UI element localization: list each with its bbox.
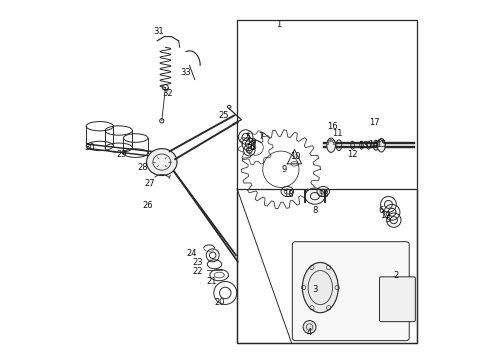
Text: 24: 24 [187,249,197,258]
Bar [237,21,417,343]
Text: 20: 20 [215,298,225,307]
Text: 26: 26 [142,201,153,210]
Text: 18: 18 [318,190,329,199]
Text: 5: 5 [245,133,250,142]
Text: 14: 14 [368,140,379,149]
Text: 30: 30 [85,143,96,152]
Text: 19: 19 [246,138,256,147]
Text: 31: 31 [154,27,164,36]
Text: 27: 27 [145,179,155,188]
Text: 29: 29 [116,150,126,159]
Text: 13: 13 [358,141,368,150]
Text: 25: 25 [218,111,229,120]
Text: 3: 3 [312,285,318,294]
Text: 2: 2 [393,270,398,279]
Text: 7: 7 [258,132,264,141]
Text: 4: 4 [307,328,312,337]
Text: 22: 22 [193,267,203,276]
Text: 19: 19 [380,211,391,220]
Text: 33: 33 [180,68,191,77]
Text: 23: 23 [193,258,203,267]
Circle shape [303,320,316,333]
FancyBboxPatch shape [379,277,416,321]
Text: 9: 9 [282,165,287,174]
Text: 12: 12 [347,150,358,159]
FancyBboxPatch shape [293,242,409,341]
Ellipse shape [147,149,177,176]
Text: 6: 6 [379,206,384,215]
Text: 15: 15 [376,140,387,149]
Text: 8: 8 [312,206,318,215]
Text: 6: 6 [249,143,255,152]
Text: 32: 32 [163,89,173,98]
Text: 1: 1 [276,19,282,28]
Text: 28: 28 [138,163,148,172]
Bar [237,189,417,343]
Text: 10: 10 [290,152,300,161]
Ellipse shape [302,262,338,313]
Text: 21: 21 [207,276,217,285]
Text: 11: 11 [332,129,343,138]
Text: 5: 5 [386,215,391,224]
Ellipse shape [377,138,385,152]
Text: 17: 17 [369,118,379,127]
Ellipse shape [327,138,335,152]
Ellipse shape [305,188,325,204]
Text: 16: 16 [327,122,338,131]
Text: 18: 18 [283,190,294,199]
